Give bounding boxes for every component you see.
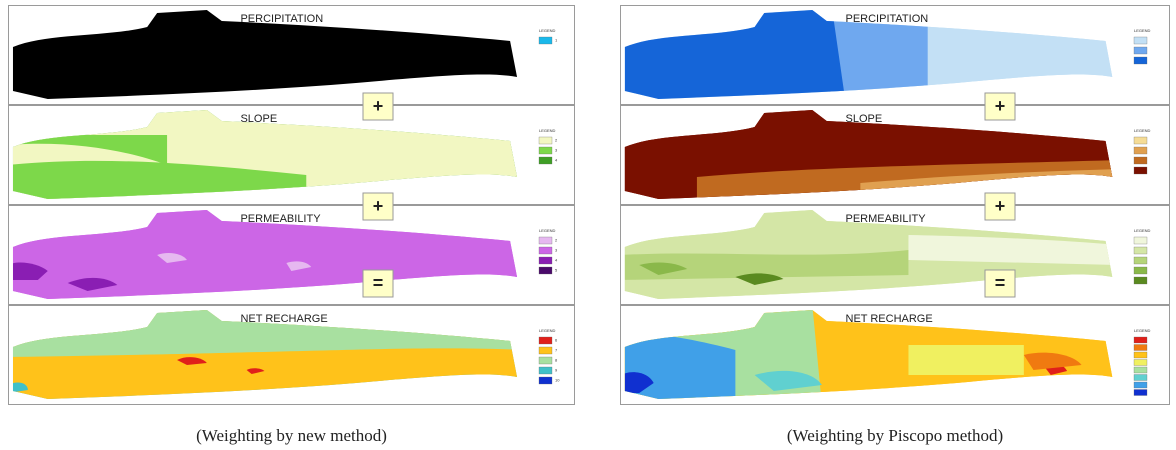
legend-swatch [1134,147,1147,154]
legend-swatch [539,147,552,154]
operator: + [985,193,1015,220]
map-zone [908,345,1023,375]
map-panel: SLOPE LEGEND [620,105,1170,205]
legend-swatch [1134,382,1147,388]
operator: = [363,270,393,297]
legend-swatch [1134,257,1147,264]
legend-swatch [1134,137,1147,144]
legend-swatch [1134,167,1147,174]
operator-symbol: + [373,196,384,216]
legend-swatch [1134,352,1147,358]
legend-swatch [539,37,552,44]
panel-title: NET RECHARGE [846,313,933,325]
legend-title: LEGEND [1134,28,1151,33]
panel-title: SLOPE [240,113,277,125]
legend-title: LEGEND [539,128,556,133]
legend-title: LEGEND [539,328,556,333]
operator-symbol: = [373,273,384,293]
panel-title: PERMEABILITY [846,213,927,225]
legend-swatch [1134,345,1147,351]
legend-title: LEGEND [539,228,556,233]
legend-swatch [1134,360,1147,366]
panel-title: SLOPE [846,113,883,125]
caption: (Weighting by new method) [196,426,387,445]
operator: = [985,270,1015,297]
legend-swatch [539,247,552,254]
operator: + [363,193,393,220]
operator: + [985,93,1015,120]
legend-swatch [1134,375,1147,381]
legend-swatch [539,357,552,364]
legend-swatch [539,347,552,354]
legend-swatch [539,257,552,264]
legend-swatch [1134,390,1147,396]
legend-swatch [1134,367,1147,373]
legend-swatch [539,267,552,274]
legend-swatch [539,237,552,244]
figure-panel-group: PERCIPITATIONLEGEND1SLOPELEGEND234PERMEA… [8,6,575,445]
legend-swatch [539,377,552,384]
legend-swatch [1134,47,1147,54]
legend-swatch [539,137,552,144]
caption: (Weighting by Piscopo method) [787,426,1003,445]
panel-title: PERCIPITATION [240,13,323,25]
legend-swatch [1134,247,1147,254]
legend-title: LEGEND [1134,328,1151,333]
panel-title: PERMEABILITY [240,213,321,225]
legend-title: LEGEND [1134,228,1151,233]
operator: + [363,93,393,120]
operator-symbol: + [995,96,1006,116]
legend-label: 10 [555,378,560,383]
figure-panel-group: PERCIPITATIONLEGENDSLOPELEGENDPERMEABILI… [620,5,1170,445]
legend-swatch [1134,337,1147,343]
panel-title: PERCIPITATION [846,13,929,25]
legend-swatch [1134,277,1147,284]
operator-symbol: + [373,96,384,116]
map-panel: SLOPELEGEND234 [8,105,575,205]
figure: PERCIPITATIONLEGEND1SLOPELEGEND234PERMEA… [0,0,1176,450]
map-panel: PERMEABILITY LEGEND [620,205,1170,305]
legend-swatch [539,337,552,344]
legend-swatch [1134,57,1147,64]
legend-title: LEGEND [1134,128,1151,133]
legend-swatch [539,157,552,164]
legend-swatch [1134,37,1147,44]
legend-swatch [1134,237,1147,244]
legend-swatch [1134,157,1147,164]
legend-title: LEGEND [539,28,556,33]
panel-title: NET RECHARGE [240,313,327,325]
operator-symbol: + [995,196,1006,216]
map-panel: NET RECHARGE LEGEND [620,305,1170,405]
legend-swatch [539,367,552,374]
operator-symbol: = [995,273,1006,293]
legend-swatch [1134,267,1147,274]
map-panel: PERCIPITATION LEGEND [620,5,1170,105]
